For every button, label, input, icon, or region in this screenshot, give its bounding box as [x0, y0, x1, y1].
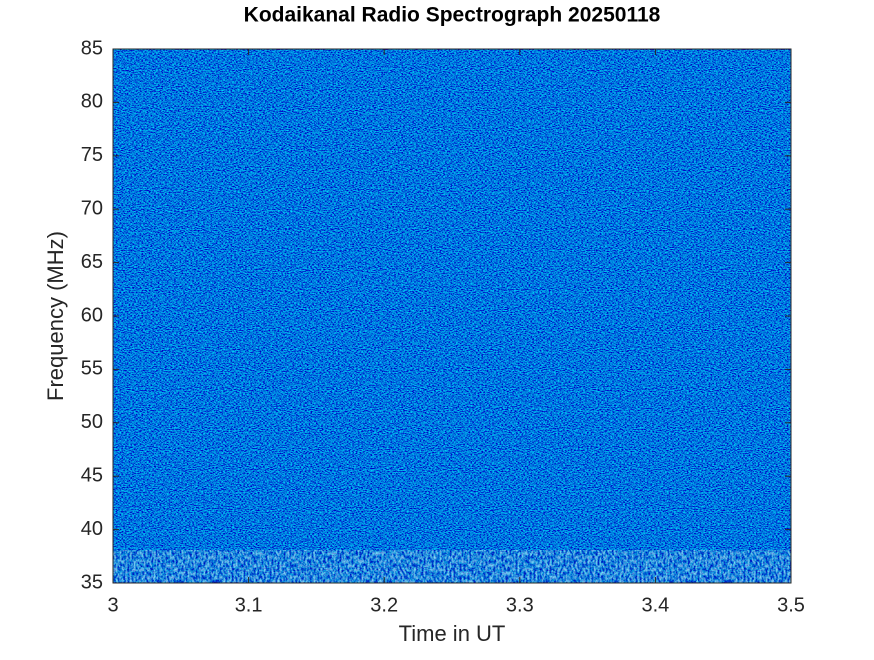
y-tick-label: 75	[81, 144, 103, 166]
y-tick-label: 50	[81, 411, 103, 433]
spectrogram-burst-band	[113, 550, 791, 583]
y-tick-label: 35	[81, 571, 103, 593]
x-tick-label: 3.1	[235, 594, 263, 616]
x-tick-label: 3.4	[641, 594, 669, 616]
spectrogram-texture	[113, 49, 791, 583]
y-tick-label: 80	[81, 91, 103, 113]
x-tick-label: 3	[107, 594, 118, 616]
y-tick-label: 70	[81, 197, 103, 219]
y-tick-label: 55	[81, 358, 103, 380]
y-axis-label: Frequency (MHz)	[43, 231, 68, 401]
y-tick-label: 40	[81, 518, 103, 540]
x-tick-label: 3.3	[506, 594, 534, 616]
y-tick-label: 60	[81, 304, 103, 326]
y-tick-label: 45	[81, 464, 103, 486]
x-tick-label: 3.2	[370, 594, 398, 616]
x-tick-label: 3.5	[777, 594, 805, 616]
chart-title: Kodaikanal Radio Spectrograph 20250118	[244, 4, 661, 27]
x-axis-label: Time in UT	[399, 621, 506, 646]
y-tick-label: 65	[81, 251, 103, 273]
y-tick-label: 85	[81, 37, 103, 59]
